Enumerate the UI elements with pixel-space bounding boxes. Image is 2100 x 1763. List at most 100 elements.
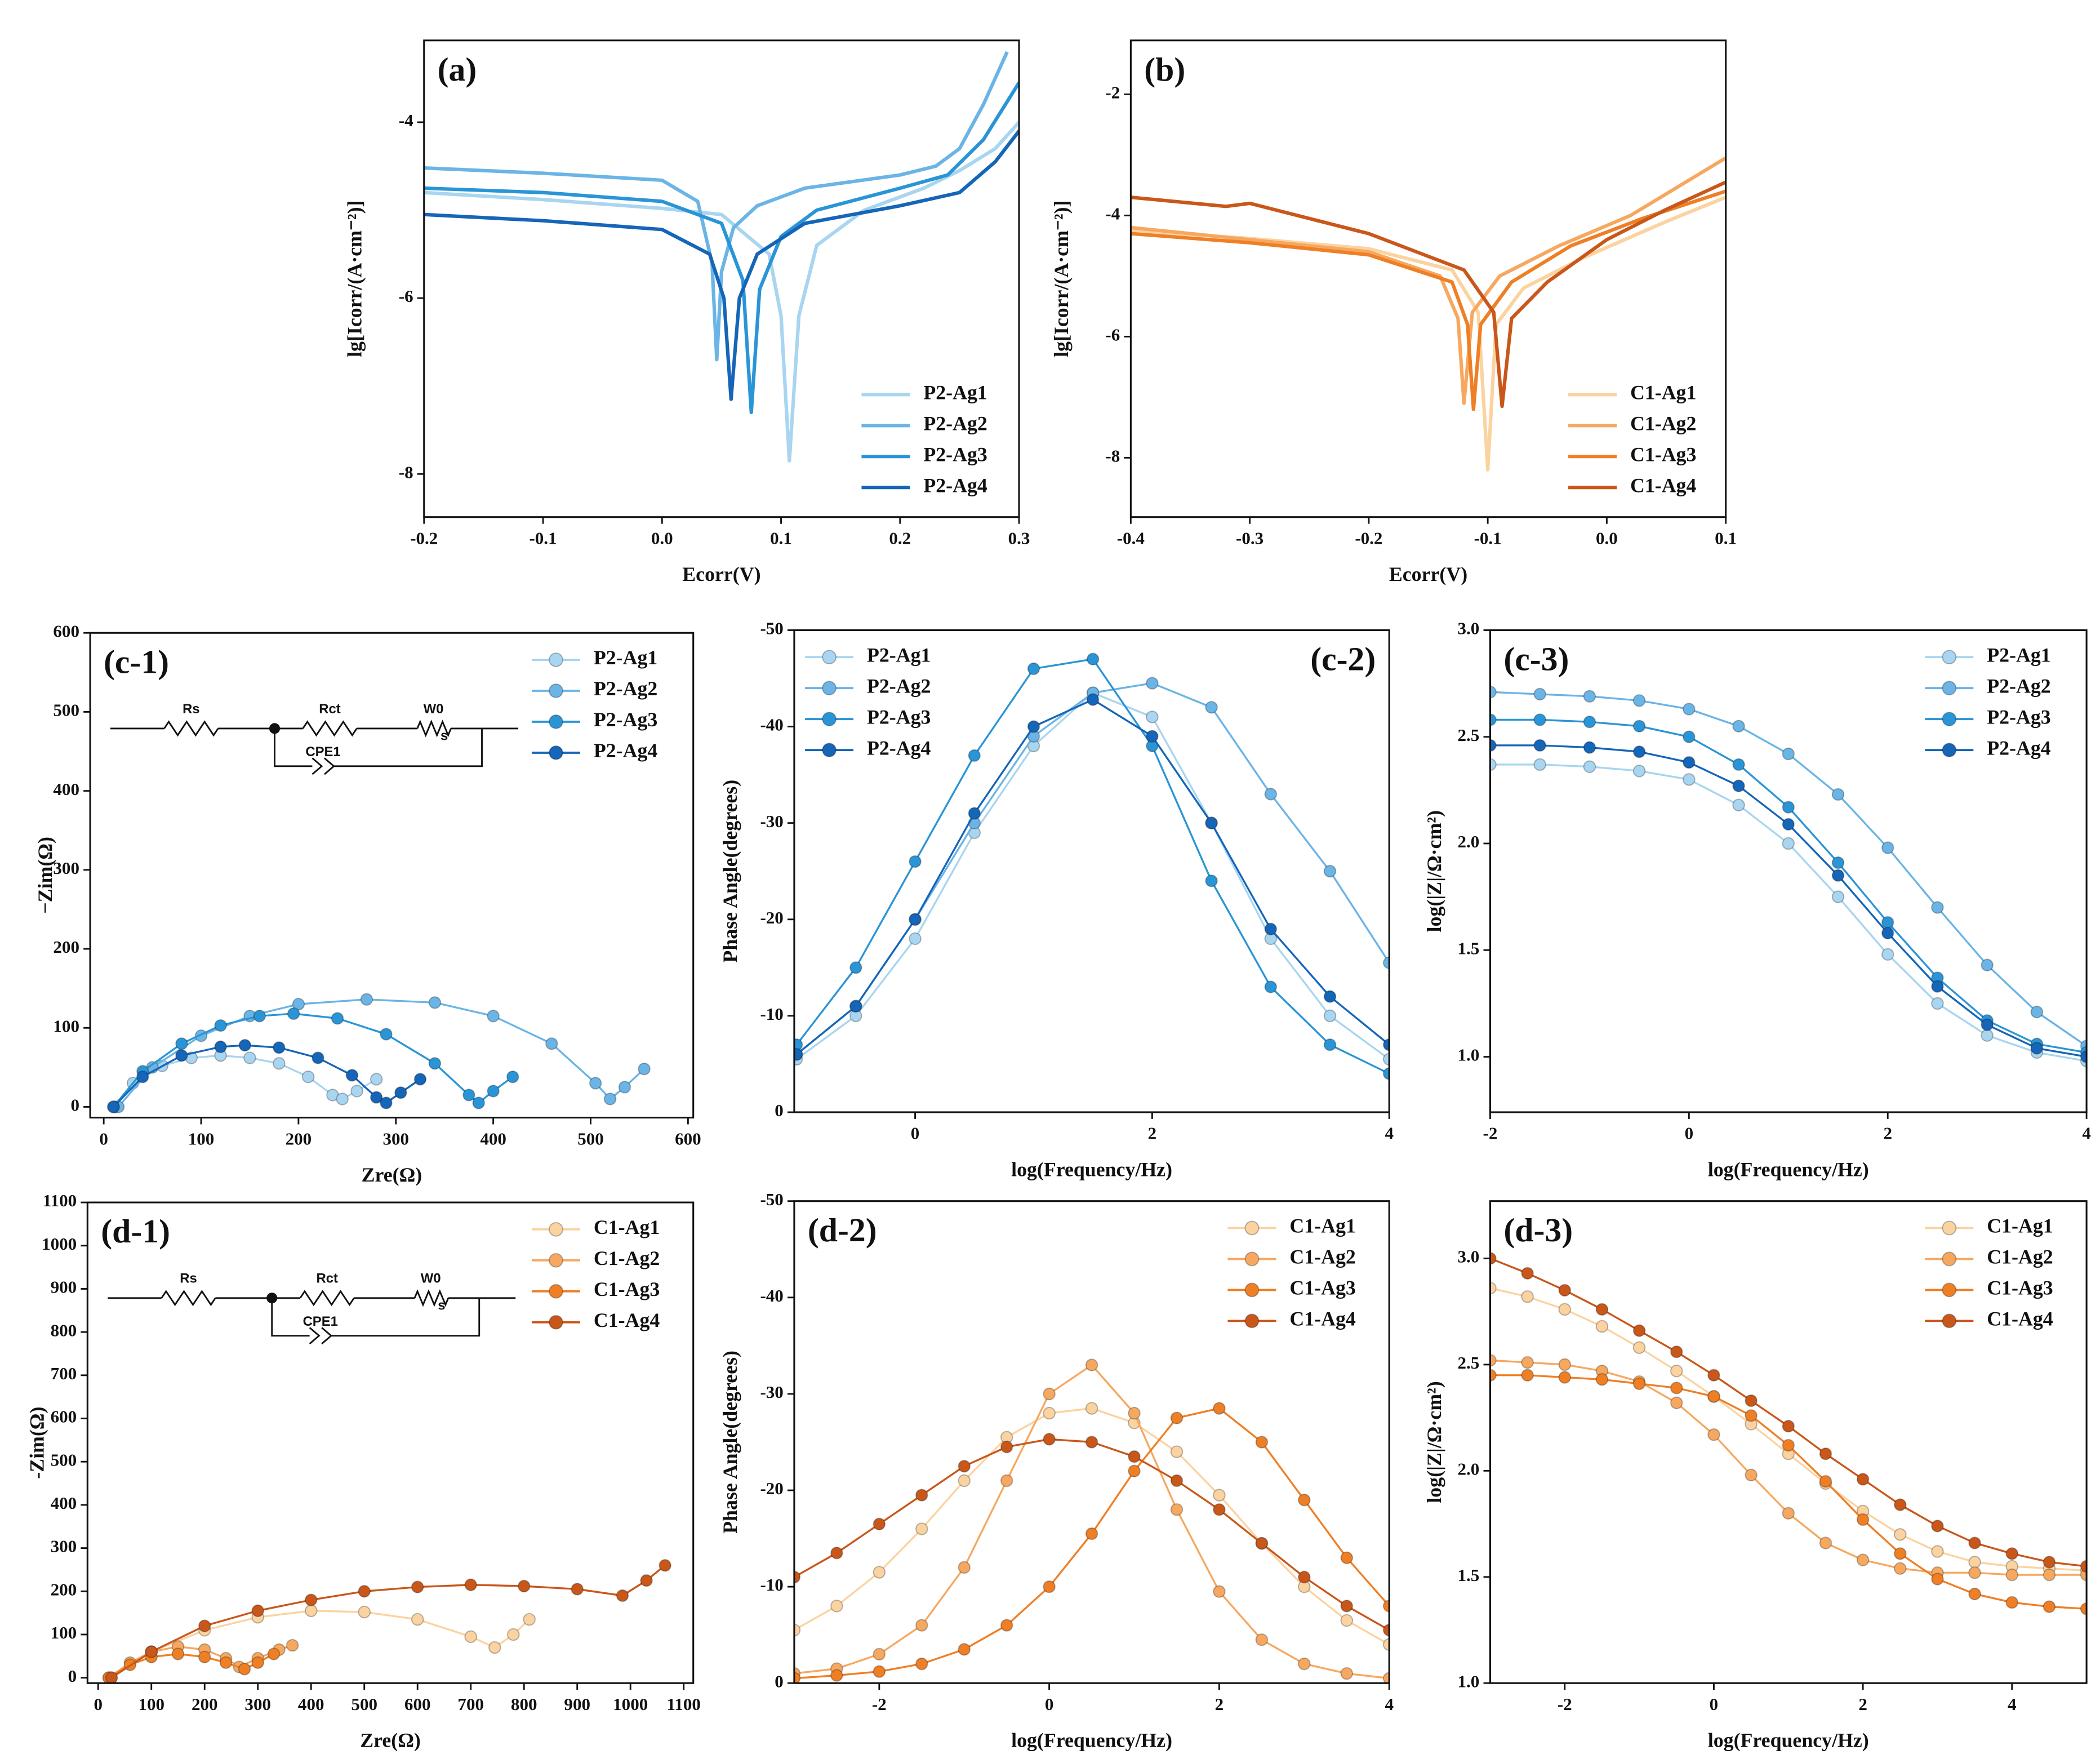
data-point — [1931, 1573, 1944, 1586]
series-line — [1490, 1257, 2087, 1567]
chart: -0.4 -0.3 -0.2 -0.1 0.0 0.1 -2 -4 -6 -8 Ecorr(V) lg… — [1050, 39, 1737, 585]
plot-frame — [1489, 1200, 2088, 1684]
circuit-label: CPE1 — [303, 1314, 338, 1329]
legend-label: P2-Ag4 — [923, 474, 987, 496]
data-point — [243, 1051, 256, 1064]
panel-label: (c-1) — [104, 643, 169, 680]
data-point — [358, 1585, 371, 1598]
data-point — [1683, 703, 1696, 716]
series-line — [1490, 1359, 2087, 1576]
data-point — [968, 749, 981, 762]
data-point — [487, 1085, 500, 1098]
data-point — [345, 1069, 359, 1082]
data-point — [915, 1522, 928, 1535]
y-tick-label: -40 — [760, 715, 783, 735]
legend-label: C1-Ag2 — [594, 1247, 660, 1269]
data-point — [794, 1048, 803, 1061]
plot-frame — [1489, 629, 2088, 1113]
data-point — [1213, 1489, 1226, 1502]
y-tick-label: 500 — [51, 1450, 77, 1469]
panel-label: (b) — [1144, 51, 1185, 88]
circuit-node — [266, 1293, 278, 1304]
y-tick-label: 2.0 — [1458, 832, 1480, 851]
resistor — [163, 720, 219, 737]
y-tick-label: -30 — [760, 1382, 783, 1402]
x-tick-label: 500 — [577, 1129, 604, 1148]
data-point — [267, 1647, 281, 1660]
data-point — [1732, 720, 1745, 733]
y-axis-label: lg[Icorr/(A·cm⁻²)] — [1050, 201, 1073, 357]
x-tick-label: 400 — [480, 1129, 506, 1148]
data-point — [360, 993, 373, 1006]
x-tick-label: -0.2 — [410, 528, 438, 548]
data-point — [1881, 948, 1894, 961]
legend-label: P2-Ag4 — [867, 736, 931, 759]
x-axis-label: log(Frequency/Hz) — [1011, 1729, 1172, 1752]
data-point — [1670, 1364, 1683, 1378]
legend-label: C1-Ag1 — [1987, 1215, 2053, 1237]
circuit-label: W0 — [421, 1271, 441, 1286]
data-point — [1931, 980, 1944, 993]
chart: 0 100 200 300 400 500 600 0 100 200 300 400 500 600 Zr… — [34, 621, 701, 1186]
x-tick-label: 500 — [351, 1694, 377, 1714]
data-point — [1340, 1614, 1353, 1627]
x-tick-label: 300 — [382, 1129, 409, 1148]
plot-frame — [89, 632, 695, 1119]
resistor — [161, 1290, 216, 1307]
series-line — [424, 121, 1020, 463]
data-point — [1264, 980, 1278, 993]
data-point — [286, 1638, 299, 1652]
x-axis-label: Zre(Ω) — [360, 1729, 421, 1752]
data-point — [2043, 1556, 2056, 1569]
data-point — [1632, 1324, 1646, 1337]
data-point — [571, 1583, 584, 1596]
data-point — [1000, 1619, 1013, 1632]
data-point — [1085, 1402, 1098, 1415]
data-point — [464, 1578, 477, 1592]
circuit-label: CPE1 — [305, 744, 340, 760]
legend-marker — [1942, 712, 1957, 727]
data-point — [1086, 693, 1100, 706]
data-point — [1340, 1551, 1353, 1565]
y-tick-label: 1.5 — [1458, 1565, 1480, 1585]
data-point — [1521, 1369, 1534, 1382]
data-point — [1170, 1474, 1184, 1487]
plot-frame — [793, 1200, 1390, 1684]
data-point — [1027, 662, 1040, 676]
x-tick-label: 0 — [1710, 1694, 1719, 1714]
data-point — [1213, 1503, 1226, 1516]
data-point — [1583, 760, 1596, 773]
y-tick-label: 0 — [775, 1100, 784, 1120]
legend-label: P2-Ag4 — [594, 739, 658, 762]
data-point — [1782, 1419, 1795, 1433]
legend-marker — [549, 714, 563, 729]
series-line — [424, 130, 1020, 401]
data-point — [1000, 1440, 1013, 1454]
y-tick-label: -2 — [1105, 83, 1120, 103]
data-point — [380, 1096, 393, 1109]
y-tick-label: 1.0 — [1458, 1671, 1480, 1691]
data-point — [273, 1057, 286, 1070]
data-point — [1632, 720, 1646, 733]
data-point — [1707, 1428, 1720, 1441]
data-point — [1782, 801, 1795, 814]
data-point — [1819, 1475, 1832, 1488]
chart: -0.2 -0.1 0.0 0.1 0.2 0.3 -4 -6 -8 Ecorr(V) lg[Ico… — [344, 39, 1030, 585]
x-axis-label: Ecorr(V) — [682, 563, 760, 585]
data-point — [507, 1628, 520, 1641]
data-point — [1205, 874, 1218, 887]
data-point — [1128, 1450, 1141, 1463]
panel-label: (a) — [438, 51, 477, 88]
y-axis-label: Phase Angle(degrees) — [719, 1351, 741, 1534]
legend-label: P2-Ag2 — [1987, 674, 2050, 697]
y-tick-label: 2.5 — [1458, 1353, 1480, 1373]
x-axis-label: Ecorr(V) — [1389, 563, 1467, 585]
x-tick-label: -0.1 — [529, 528, 557, 548]
data-point — [1881, 916, 1894, 929]
data-point — [1745, 1468, 1758, 1482]
data-point — [1085, 1358, 1098, 1371]
data-point — [105, 1671, 118, 1684]
data-point — [370, 1091, 383, 1104]
data-point — [1490, 1252, 1497, 1265]
data-point — [1085, 1436, 1098, 1449]
